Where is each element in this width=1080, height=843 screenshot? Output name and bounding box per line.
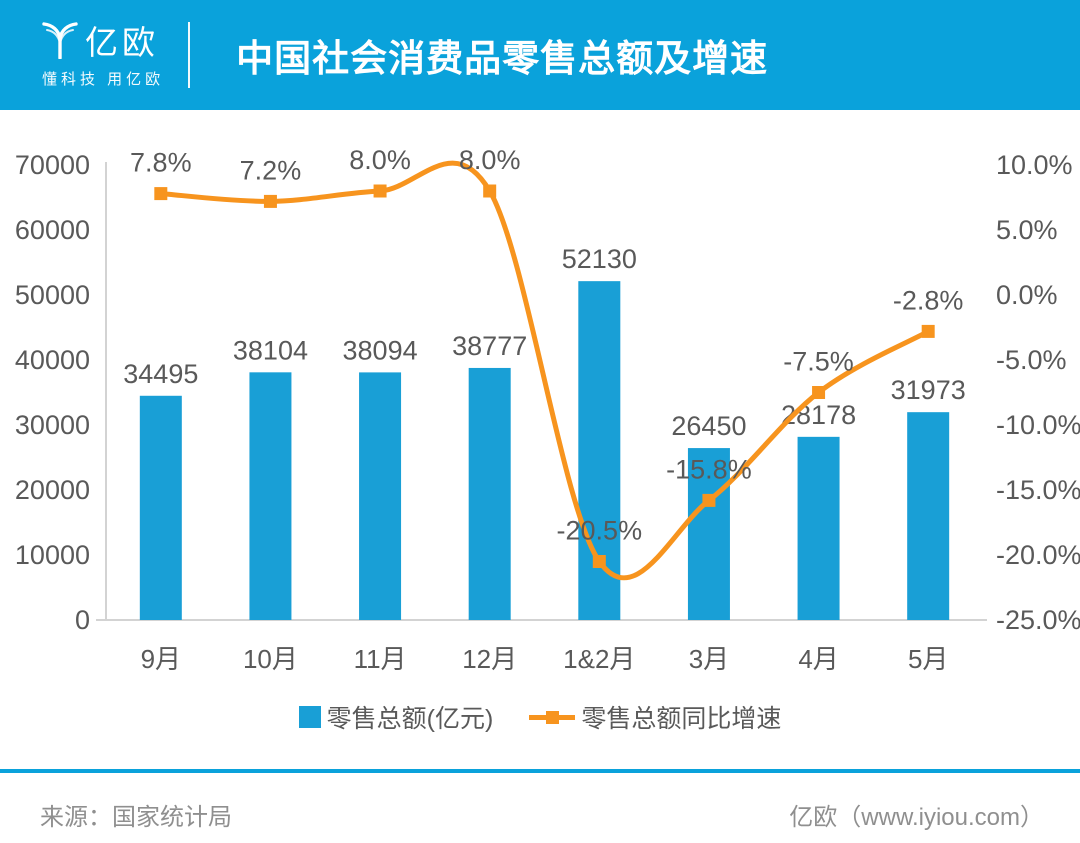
right-axis-tick: 0.0% [996, 280, 1058, 310]
line-marker [921, 324, 935, 338]
x-axis-label: 5月 [908, 644, 948, 674]
bar-series-swatch [298, 706, 321, 728]
bar [797, 436, 840, 620]
bar-value-label: 38094 [343, 335, 418, 365]
line-series-swatch [529, 710, 576, 724]
site-text: 亿欧（www.iyiou.com） [789, 804, 1044, 831]
left-axis-tick: 20000 [15, 475, 90, 505]
source-text: 来源：国家统计局 [40, 804, 232, 831]
left-axis-tick: 70000 [15, 150, 90, 180]
legend-item-line: 零售总额同比增速 [529, 699, 781, 735]
right-axis-tick: -5.0% [996, 345, 1067, 375]
pct-label: 8.0% [349, 145, 411, 175]
header-divider [188, 22, 191, 88]
pct-label: -20.5% [557, 516, 643, 546]
left-axis-tick: 40000 [15, 345, 90, 375]
bar [468, 367, 511, 620]
chart-section: 0 10000 20000 30000 40000 50000 60000 70000 -25.… [0, 130, 1080, 736]
legend-item-bar: 零售总额(亿元) [298, 699, 494, 735]
right-axis-tick: 10.0% [996, 150, 1073, 180]
pct-label: 8.0% [459, 145, 521, 175]
bar-value-label: 38777 [452, 331, 527, 361]
line-marker [263, 194, 277, 208]
left-axis-tick: 50000 [15, 280, 90, 310]
combo-chart: 0 10000 20000 30000 40000 50000 60000 70000 -25.… [0, 130, 1080, 690]
x-axis-label: 4月 [798, 644, 838, 674]
x-axis-label: 3月 [689, 644, 729, 674]
left-axis-tick: 0 [75, 605, 90, 635]
line-marker [373, 184, 387, 198]
chart-legend: 零售总额(亿元) 零售总额同比增速 [0, 698, 1080, 736]
footer: 来源：国家统计局 亿欧（www.iyiou.com） [0, 769, 1080, 832]
right-axis-tick: 5.0% [996, 215, 1058, 245]
line-marker-swatch [546, 710, 560, 724]
bar-value-label: 31973 [891, 375, 966, 405]
yiou-logo-icon [42, 22, 78, 59]
x-axis-label: 1&2月 [563, 644, 635, 674]
x-axis-label: 9月 [141, 644, 181, 674]
bar-value-label: 52130 [562, 244, 637, 274]
left-axis-tick: 30000 [15, 410, 90, 440]
line-marker [154, 187, 168, 201]
footer-rule [0, 769, 1080, 773]
brand-name: 亿欧 [85, 24, 159, 61]
bar [139, 395, 182, 620]
page-title: 中国社会消费品零售总额及增速 [236, 38, 769, 79]
legend-label-line: 零售总额同比增速 [581, 705, 782, 733]
bar [907, 412, 950, 620]
x-axis-label: 11月 [354, 644, 407, 674]
x-axis-label: 10月 [243, 644, 298, 674]
pct-label: -2.8% [893, 285, 964, 315]
left-axis-tick: 10000 [15, 540, 90, 570]
line-marker [702, 493, 716, 507]
line-marker [592, 555, 606, 568]
right-axis-tick: -25.0% [996, 605, 1080, 635]
growth-line-path [158, 160, 931, 581]
left-axis-tick: 60000 [15, 215, 90, 245]
pct-label: -15.8% [666, 454, 752, 484]
bar-value-label: 34495 [123, 359, 198, 389]
pct-label: -7.5% [783, 347, 854, 377]
bar [687, 448, 730, 620]
brand-tagline: 懂科技 用亿欧 [42, 71, 165, 88]
brand-block: 亿欧 懂科技 用亿欧 [42, 21, 164, 89]
legend-label-bar: 零售总额(亿元) [326, 705, 494, 733]
line-marker [483, 184, 497, 198]
bar [249, 372, 292, 620]
right-axis-tick: -20.0% [996, 540, 1080, 570]
right-axis-tick: -10.0% [996, 410, 1080, 440]
pct-label: 7.8% [130, 148, 192, 178]
bar [359, 372, 402, 620]
right-axis-tick: -15.0% [996, 475, 1080, 505]
bar [578, 281, 621, 620]
header: 亿欧 懂科技 用亿欧 中国社会消费品零售总额及增速 [0, 0, 1080, 110]
pct-label: 7.2% [240, 155, 302, 185]
bar-value-label: 26450 [671, 411, 746, 441]
line-marker [812, 386, 826, 399]
bar-value-label: 38104 [233, 335, 308, 365]
x-axis-label: 12月 [462, 644, 517, 674]
